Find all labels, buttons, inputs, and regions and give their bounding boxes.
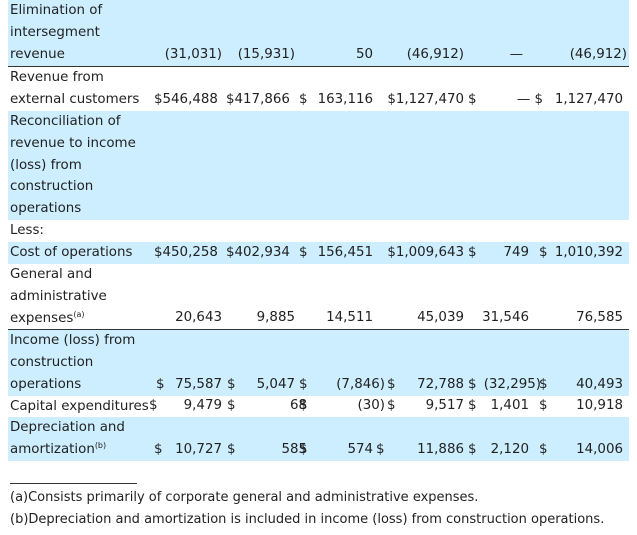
table-row-capital-expenditures: Capital expenditures $ 9,479 $ 68 $ (30)… [8, 396, 629, 417]
value-cell: 1,010,392 [554, 245, 623, 260]
value-cell: 14,511 [326, 310, 373, 325]
value-cell: 40,493 [576, 377, 623, 392]
value-cell: $ [539, 398, 548, 413]
value-cell: $ [539, 442, 548, 457]
value-cell: $ [468, 398, 477, 413]
row-label: Elimination of intersegment revenue [10, 3, 103, 62]
value-cell: 1,127,470 [554, 92, 623, 107]
value-cell: $ [149, 398, 158, 413]
table-row-income-loss: Income (loss) from construction operatio… [8, 330, 629, 396]
value-cell: 20,643 [175, 310, 222, 325]
value-cell: $ [299, 442, 308, 457]
value-cell: $ [299, 92, 308, 107]
value-cell: $417,866 [226, 92, 290, 107]
value-cell: $ [387, 398, 396, 413]
value-cell: 76,585 [576, 310, 623, 325]
value-cell: $ [468, 92, 477, 107]
value-cell: 75,587 [175, 377, 222, 392]
footnote-b: (b)Depreciation and amortization is incl… [10, 512, 605, 527]
value-cell: 1,401 [490, 398, 529, 413]
financial-table: Elimination of intersegment revenue (31,… [8, 0, 629, 461]
table-row-reconciliation: Reconciliation of revenue to income (los… [8, 111, 629, 220]
table-row-revenue-external: Revenue from external customers $546,488… [8, 67, 629, 111]
value-cell: 574 [347, 442, 373, 457]
value-cell: $ [387, 377, 396, 392]
footnote-marker: (b) [94, 440, 107, 450]
row-label: General and administrative expenses(a) [10, 267, 107, 326]
row-label: Reconciliation of revenue to income (los… [10, 114, 136, 217]
value-cell: (31,031) [164, 47, 222, 62]
value-cell: $1,127,470 [387, 92, 464, 107]
value-cell: (15,931) [237, 47, 295, 62]
row-label: Less: [10, 223, 44, 238]
row-label: Cost of operations [10, 245, 133, 260]
table-row-depreciation: Depreciation and amortization(b) $ 10,72… [8, 417, 629, 461]
value-cell: $ [539, 377, 548, 392]
value-cell: 2,120 [490, 442, 529, 457]
value-cell: 72,788 [417, 377, 464, 392]
footnote-marker: (a) [73, 309, 85, 319]
footnote-a: (a)Consists primarily of corporate gener… [10, 490, 479, 505]
value-cell: $ [227, 442, 236, 457]
value-cell: 163,116 [317, 92, 373, 107]
value-cell: $546,488 [154, 92, 218, 107]
value-cell: 585 [281, 442, 307, 457]
value-cell: $450,258 [154, 245, 218, 260]
table-row-elimination: Elimination of intersegment revenue (31,… [8, 0, 629, 67]
value-cell: (32,295) [483, 377, 541, 392]
value-cell: $1,009,643 [387, 245, 464, 260]
footnote-divider [10, 483, 137, 484]
value-cell: 31,546 [482, 310, 529, 325]
value-cell: $ [376, 442, 385, 457]
row-label: Revenue from external customers [10, 70, 140, 107]
value-cell: $402,934 [226, 245, 290, 260]
value-cell: (46,912) [569, 47, 627, 62]
value-cell: $ [468, 442, 477, 457]
value-cell: $ [154, 442, 163, 457]
value-cell: $ [468, 245, 477, 260]
value-cell: $ [299, 377, 308, 392]
value-cell: — [509, 47, 523, 62]
value-cell: (30) [357, 398, 386, 413]
value-cell: $ [299, 245, 308, 260]
value-cell: (7,846) [336, 377, 385, 392]
row-label: Income (loss) from construction operatio… [10, 333, 136, 392]
value-cell: 14,006 [576, 442, 623, 457]
value-cell: — $ [516, 92, 543, 107]
value-cell: 9,885 [256, 310, 295, 325]
value-cell: (46,912) [406, 47, 464, 62]
value-cell: $ [468, 377, 477, 392]
value-cell: 156,451 [317, 245, 373, 260]
table-row-less: Less: [8, 220, 629, 242]
value-cell: 50 [355, 47, 373, 62]
value-cell: 9,479 [183, 398, 222, 413]
value-cell: 5,047 [256, 377, 295, 392]
table-row-cost-of-operations: Cost of operations $450,258 $402,934 $ 1… [8, 242, 629, 264]
value-cell: $ [227, 398, 236, 413]
row-label: Depreciation and amortization(b) [10, 420, 125, 457]
value-cell: 10,727 [175, 442, 222, 457]
value-cell: $ [299, 398, 308, 413]
value-cell: 9,517 [425, 398, 464, 413]
value-cell: 11,886 [417, 442, 464, 457]
value-cell: $ [156, 377, 165, 392]
value-cell: 749 [503, 245, 529, 260]
value-cell: 68 [289, 398, 307, 413]
row-label: Capital expenditures [10, 399, 149, 414]
value-cell: $ [539, 245, 548, 260]
value-cell: 10,918 [576, 398, 623, 413]
table-row-general-admin: General and administrative expenses(a) 2… [8, 264, 629, 330]
value-cell: 45,039 [417, 310, 464, 325]
value-cell: $ [227, 377, 236, 392]
